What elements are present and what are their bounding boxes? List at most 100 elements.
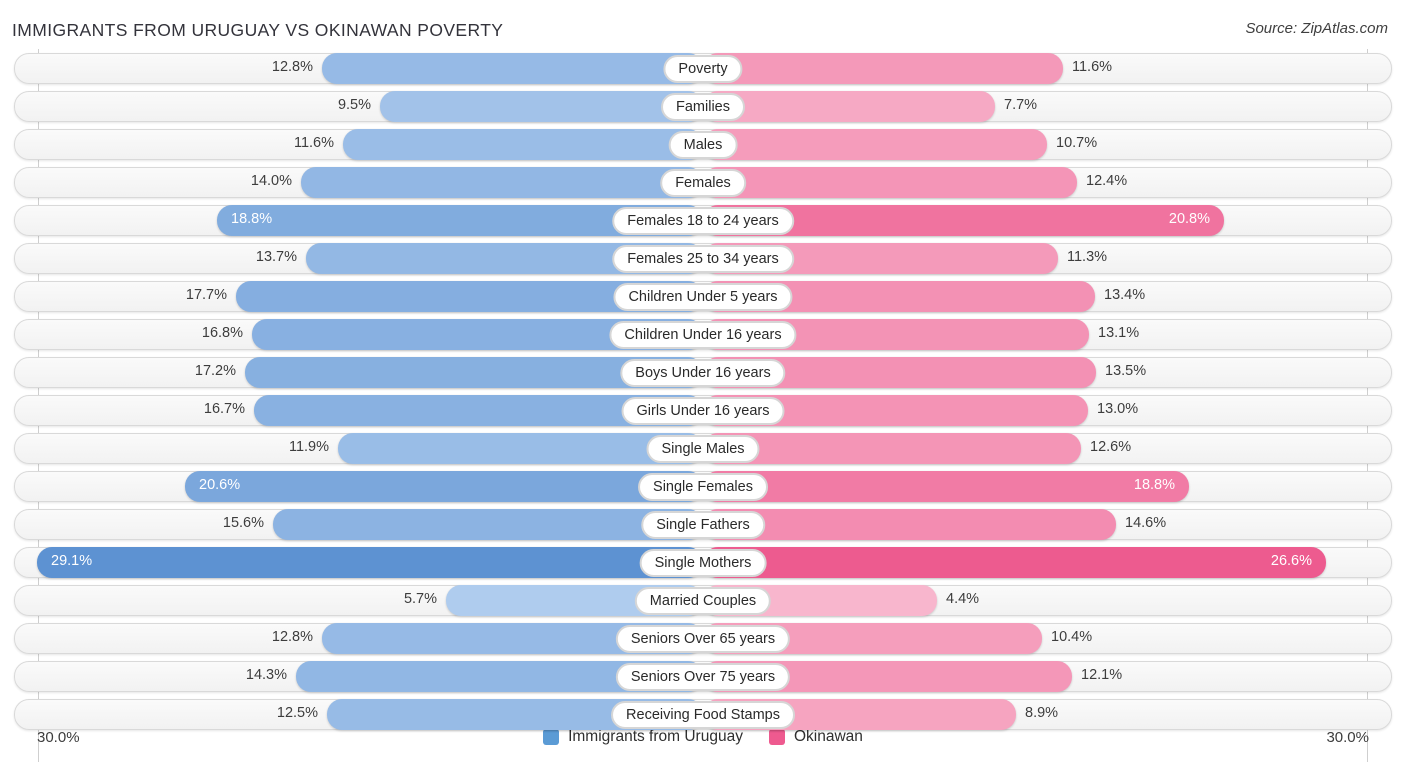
uruguay-value-label: 9.5%: [337, 97, 371, 113]
okinawan-value-label: 11.6%: [1072, 59, 1113, 75]
chart-row: 17.2% 13.5% Boys Under 16 years: [14, 357, 1392, 388]
uruguay-bar: 29.1%: [37, 547, 703, 578]
okinawan-bar: 11.6%: [703, 53, 1112, 84]
okinawan-value-label: 4.4%: [946, 591, 980, 607]
uruguay-value-label: 14.0%: [250, 173, 292, 189]
chart-row: 16.7% 13.0% Girls Under 16 years: [14, 395, 1392, 426]
okinawan-bar: 26.6%: [703, 547, 1326, 578]
category-pill: Males: [668, 130, 738, 159]
category-pill: Poverty: [663, 54, 743, 83]
uruguay-bar: 9.5%: [338, 91, 703, 122]
category-pill: Single Fathers: [641, 510, 765, 539]
okinawan-bar: 7.7%: [703, 91, 1037, 122]
okinawan-value-label: 11.3%: [1067, 249, 1108, 265]
okinawan-value-label: 13.1%: [1098, 325, 1140, 341]
legend-item-okinawan: Okinawan: [768, 728, 863, 746]
uruguay-value-label: 15.6%: [222, 515, 264, 531]
category-pill: Families: [661, 92, 745, 121]
category-pill: Seniors Over 75 years: [615, 662, 791, 691]
okinawan-value-label: 12.6%: [1090, 439, 1132, 455]
uruguay-value-label: 12.8%: [271, 629, 313, 645]
legend-swatch-pink: [768, 729, 785, 745]
okinawan-value-label: 26.6%: [1270, 553, 1312, 569]
chart-row: 29.1% 26.6% Single Mothers: [14, 547, 1392, 578]
chart-row: 14.0% 12.4% Females: [14, 167, 1392, 198]
legend-item-uruguay: Immigrants from Uruguay: [543, 728, 743, 746]
category-pill: Children Under 5 years: [613, 282, 793, 311]
uruguay-value-label: 13.7%: [255, 249, 297, 265]
uruguay-value-label: 11.9%: [288, 439, 329, 455]
chart-row: 14.3% 12.1% Seniors Over 75 years: [14, 661, 1392, 692]
chart-row: 12.8% 10.4% Seniors Over 65 years: [14, 623, 1392, 654]
category-pill: Single Males: [646, 434, 760, 463]
chart-row: 12.5% 8.9% Receiving Food Stamps: [14, 699, 1392, 730]
chart-footer: 30.0% Immigrants from Uruguay Okinawan 3…: [14, 728, 1392, 746]
okinawan-bar: 12.6%: [703, 433, 1131, 464]
diverging-bar-chart: 12.8% 11.6% Poverty 9.5% 7.7% Families 11.6% 10…: [14, 49, 1392, 762]
category-pill: Boys Under 16 years: [620, 358, 786, 387]
okinawan-value-label: 14.6%: [1125, 515, 1167, 531]
page-title: IMMIGRANTS FROM URUGUAY VS OKINAWAN POVE…: [12, 20, 504, 40]
axis-max-left: 30.0%: [37, 728, 80, 746]
category-pill: Single Females: [638, 472, 768, 501]
category-pill: Females 25 to 34 years: [612, 244, 794, 273]
okinawan-value-label: 18.8%: [1133, 477, 1175, 493]
legend-label-okinawan: Okinawan: [793, 728, 863, 745]
chart-row: 5.7% 4.4% Married Couples: [14, 585, 1392, 616]
chart-row: 17.7% 13.4% Children Under 5 years: [14, 281, 1392, 312]
uruguay-value-label: 16.8%: [201, 325, 243, 341]
category-pill: Married Couples: [634, 586, 772, 615]
uruguay-value-label: 11.6%: [293, 135, 334, 151]
chart-row: 20.6% 18.8% Single Females: [14, 471, 1392, 502]
chart-row: 15.6% 14.6% Single Fathers: [14, 509, 1392, 540]
category-pill: Children Under 16 years: [609, 320, 797, 349]
chart-row: 16.8% 13.1% Children Under 16 years: [14, 319, 1392, 350]
okinawan-value-label: 12.4%: [1086, 173, 1128, 189]
uruguay-value-label: 14.3%: [245, 667, 287, 683]
chart-header: IMMIGRANTS FROM URUGUAY VS OKINAWAN POVE…: [0, 0, 1406, 41]
legend-label-uruguay: Immigrants from Uruguay: [568, 728, 743, 745]
okinawan-value-label: 8.9%: [1025, 705, 1059, 721]
chart-row: 18.8% 20.8% Females 18 to 24 years: [14, 205, 1392, 236]
uruguay-bar: 11.6%: [294, 129, 703, 160]
okinawan-value-label: 20.8%: [1168, 211, 1210, 227]
chart-row: 13.7% 11.3% Females 25 to 34 years: [14, 243, 1392, 274]
uruguay-bar: 15.6%: [223, 509, 703, 540]
okinawan-value-label: 13.5%: [1105, 363, 1147, 379]
okinawan-bar: 18.8%: [703, 471, 1189, 502]
chart-row: 9.5% 7.7% Families: [14, 91, 1392, 122]
category-pill: Girls Under 16 years: [621, 396, 785, 425]
okinawan-value-label: 12.1%: [1081, 667, 1123, 683]
uruguay-bar: 12.8%: [272, 53, 703, 84]
uruguay-value-label: 16.7%: [203, 401, 245, 417]
axis-max-right: 30.0%: [1326, 728, 1369, 746]
uruguay-bar: 14.0%: [251, 167, 703, 198]
uruguay-bar: 20.6%: [185, 471, 703, 502]
chart-row: 11.9% 12.6% Single Males: [14, 433, 1392, 464]
category-pill: Females: [660, 168, 746, 197]
okinawan-value-label: 13.4%: [1104, 287, 1146, 303]
okinawan-value-label: 10.7%: [1056, 135, 1098, 151]
uruguay-value-label: 12.5%: [276, 705, 318, 721]
legend: Immigrants from Uruguay Okinawan: [543, 728, 863, 746]
okinawan-bar: 10.7%: [703, 129, 1097, 160]
uruguay-value-label: 5.7%: [403, 591, 437, 607]
category-pill: Seniors Over 65 years: [615, 624, 791, 653]
okinawan-value-label: 10.4%: [1051, 629, 1093, 645]
source-credit: Source: ZipAtlas.com: [1245, 20, 1388, 37]
uruguay-value-label: 17.2%: [194, 363, 236, 379]
chart-row: 11.6% 10.7% Males: [14, 129, 1392, 160]
category-pill: Single Mothers: [639, 548, 767, 577]
okinawan-bar: 14.6%: [703, 509, 1166, 540]
okinawan-value-label: 7.7%: [1004, 97, 1038, 113]
uruguay-value-label: 17.7%: [185, 287, 227, 303]
okinawan-bar: 12.4%: [703, 167, 1127, 198]
chart-row: 12.8% 11.6% Poverty: [14, 53, 1392, 84]
uruguay-value-label: 29.1%: [51, 553, 93, 569]
okinawan-value-label: 13.0%: [1097, 401, 1139, 417]
legend-swatch-blue: [543, 729, 560, 745]
uruguay-bar: 11.9%: [289, 433, 703, 464]
uruguay-value-label: 18.8%: [231, 211, 273, 227]
uruguay-value-label: 12.8%: [271, 59, 313, 75]
category-pill: Females 18 to 24 years: [612, 206, 794, 235]
